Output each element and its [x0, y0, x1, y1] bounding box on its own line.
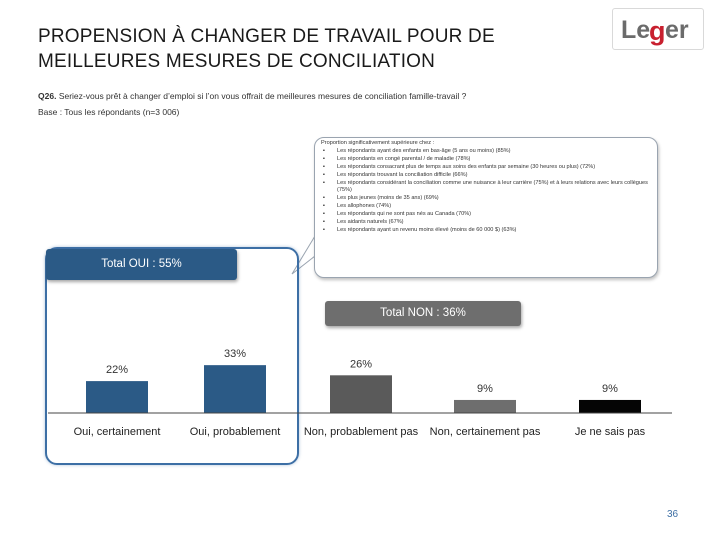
callout-item: Les aidants naturels (67%) [321, 219, 651, 227]
total-oui-badge: Total OUI : 55% [46, 249, 237, 280]
category-label: Non, certainement pas [430, 426, 541, 438]
bar-5 [579, 399, 641, 413]
category-label: Je ne sais pas [575, 426, 646, 438]
page-title: PROPENSION À CHANGER DE TRAVAIL POUR DE … [38, 24, 558, 74]
callout-item: Les répondants ayant des enfants en bas-… [321, 148, 651, 156]
callout-item: Les répondants consacrant plus de temps … [321, 164, 651, 172]
data-label: 9% [602, 383, 618, 395]
oui-highlight-frame [45, 247, 299, 465]
callout-item: Les allophones (74%) [321, 203, 651, 211]
leger-logo: Le g er [612, 8, 704, 50]
title-line-1: PROPENSION À CHANGER DE TRAVAIL POUR DE [38, 26, 495, 47]
data-label: 22% [106, 364, 128, 376]
total-non-badge: Total NON : 36% [325, 301, 521, 326]
category-label: Oui, certainement [74, 426, 161, 438]
callout-item: Les répondants qui ne sont pas nés au Ca… [321, 211, 651, 219]
category-label: Oui, probablement [190, 426, 281, 438]
svg-text:Le: Le [621, 16, 650, 44]
title-line-2: MEILLEURES MESURES DE CONCILIATION [38, 51, 436, 72]
svg-text:g: g [649, 16, 666, 46]
callout-heading: Proportion significativement supérieure … [321, 140, 435, 146]
data-label: 9% [477, 383, 493, 395]
data-label: 26% [350, 358, 372, 370]
bar-4 [454, 399, 516, 413]
bar-2 [204, 365, 266, 413]
callout-item: Les plus jeunes (moins de 35 ans) (69%) [321, 195, 651, 203]
bar-3 [330, 375, 392, 413]
category-label: Non, probablement pas [304, 426, 419, 438]
page-number: 36 [667, 509, 679, 520]
callout-box: Proportion significativement supérieure … [314, 137, 658, 278]
callout-item: Les répondants ayant un revenu moins éle… [321, 227, 651, 235]
question-text: Seriez-vous prêt à changer d’emploi si l… [58, 91, 467, 101]
callout-item: Les répondants en congé parental / de ma… [321, 156, 651, 164]
callout-item: Les répondants trouvant la conciliation … [321, 172, 651, 180]
callout-item: Les répondants considérant la conciliati… [321, 180, 651, 196]
callout-list: Les répondants ayant des enfants en bas-… [321, 148, 651, 235]
leger-logo-icon: Le g er [621, 16, 689, 46]
survey-question: Q26. Seriez-vous prêt à changer d’emploi… [38, 91, 466, 101]
data-label: 33% [224, 348, 246, 360]
question-code: Q26. [38, 91, 57, 101]
question-base: Base : Tous les répondants (n=3 006) [38, 107, 180, 117]
svg-text:er: er [665, 16, 689, 44]
bar-1 [86, 381, 148, 413]
